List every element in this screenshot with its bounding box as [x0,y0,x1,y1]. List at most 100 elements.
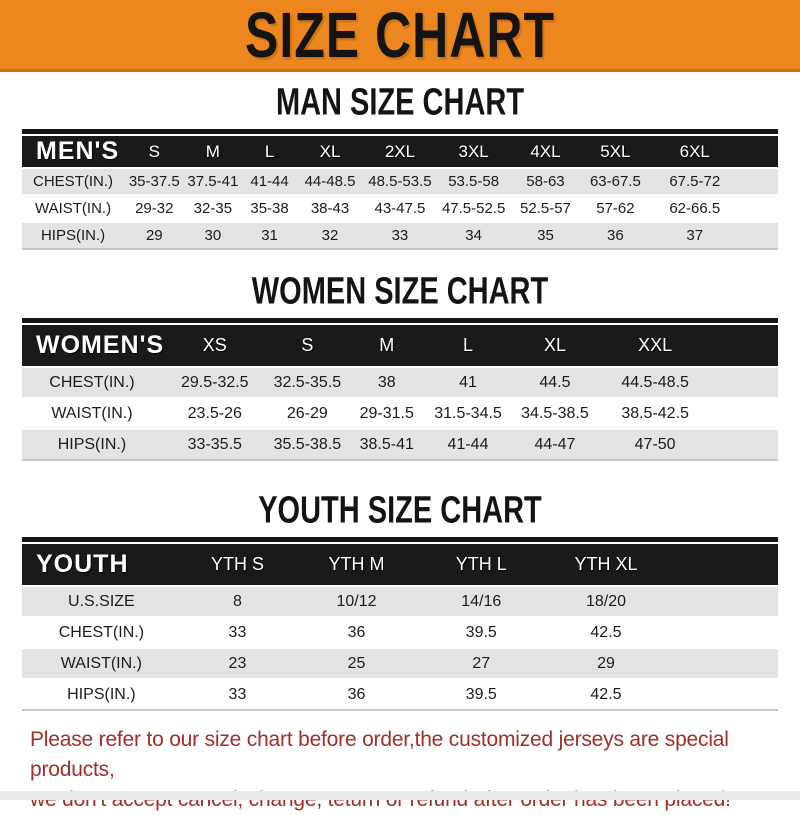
size-value-cell: 47-50 [600,428,710,459]
table-row: CHEST(IN.) 29.5-32.5 32.5-35.5 38 41 44.5 44.5… [22,366,778,397]
size-value-cell: 32 [297,221,363,248]
women-section-heading-text: WOMEN SIZE CHART [251,270,549,313]
size-value-cell: 8 [180,585,295,616]
women-size-table: WOMEN'S XS S M L XL XXL CHEST(IN.) 29.5-32.5 32.5… [22,318,778,461]
size-value-cell: 38.5-41 [347,428,427,459]
column-spacer [709,323,778,366]
men-section-heading-text: MAN SIZE CHART [275,81,525,124]
size-value-cell: 10/12 [294,585,419,616]
row-label: HIPS(IN.) [22,678,181,709]
cell-spacer [740,194,778,221]
column-header: YTH L [418,542,544,585]
size-value-cell: 35-37.5 [124,167,185,194]
size-value-cell: 14/16 [418,585,544,616]
cell-spacer [740,221,778,248]
header-row: YOUTH YTH S YTH M YTH L YTH XL [22,542,778,585]
size-value-cell: 38 [347,366,427,397]
size-value-cell: 30 [184,221,242,248]
size-value-cell: 41-44 [241,167,298,194]
size-value-cell: 41-44 [426,428,510,459]
size-value-cell: 58-63 [509,167,582,194]
size-value-cell: 23.5-26 [161,397,268,428]
size-value-cell: 53.5-58 [437,167,510,194]
column-header: 2XL [362,134,438,167]
disclaimer: Please refer to our size chart before or… [30,725,800,815]
size-value-cell: 32.5-35.5 [267,366,348,397]
column-header: L [241,134,298,167]
column-header: XXL [600,323,710,366]
column-header: M [184,134,242,167]
size-value-cell: 62-66.5 [649,194,741,221]
size-value-cell: 35 [509,221,582,248]
size-value-cell: 23 [180,647,295,678]
size-value-cell: 35.5-38.5 [267,428,348,459]
cell-spacer [709,366,778,397]
table-row: CHEST(IN.) 35-37.5 37.5-41 41-44 44-48.5 48.5… [22,167,778,194]
size-value-cell: 44.5 [509,366,601,397]
column-header: S [267,323,348,366]
table-row: WAIST(IN.) 29-32 32-35 35-38 38-43 43-47.5 47.… [22,194,778,221]
header-row: WOMEN'S XS S M L XL XXL [22,323,778,366]
cell-spacer [668,585,778,616]
size-value-cell: 36 [581,221,650,248]
size-value-cell: 33 [180,678,295,709]
size-value-cell: 57-62 [581,194,650,221]
table-corner-label: YOUTH [22,542,181,585]
size-value-cell: 39.5 [418,678,544,709]
size-chart-banner: SIZE CHART [0,0,800,72]
youth-section: YOUTH SIZE CHART YOUTH YTH S YTH M YTH L YTH… [0,490,800,711]
row-label: CHEST(IN.) [22,167,125,194]
youth-size-table: YOUTH YTH S YTH M YTH L YTH XL U.S.SIZE 8 10/12… [22,537,778,711]
size-value-cell: 25 [294,647,419,678]
row-label: WAIST(IN.) [22,397,162,428]
size-value-cell: 29 [124,221,185,248]
size-value-cell: 63-67.5 [581,167,650,194]
row-label: CHEST(IN.) [22,366,162,397]
size-value-cell: 47.5-52.5 [437,194,510,221]
table-row: CHEST(IN.) 33 36 39.5 42.5 [22,616,778,647]
size-value-cell: 34 [437,221,510,248]
table-row: HIPS(IN.) 33 36 39.5 42.5 [22,678,778,709]
column-spacer [668,542,778,585]
size-value-cell: 29-31.5 [347,397,427,428]
size-value-cell: 37.5-41 [184,167,242,194]
size-value-cell: 39.5 [418,616,544,647]
size-value-cell: 26-29 [267,397,348,428]
size-value-cell: 36 [294,678,419,709]
size-value-cell: 48.5-53.5 [362,167,438,194]
size-value-cell: 67.5-72 [649,167,741,194]
size-value-cell: 33-35.5 [161,428,268,459]
cell-spacer [668,647,778,678]
size-value-cell: 36 [294,616,419,647]
column-header: 3XL [437,134,510,167]
size-value-cell: 29-32 [124,194,185,221]
youth-section-heading-text: YOUTH SIZE CHART [258,489,542,532]
table-row: WAIST(IN.) 23.5-26 26-29 29-31.5 31.5-34.5 34… [22,397,778,428]
size-value-cell: 35-38 [241,194,298,221]
column-header: YTH M [294,542,419,585]
size-value-cell: 31.5-34.5 [426,397,510,428]
size-value-cell: 41 [426,366,510,397]
cell-spacer [709,428,778,459]
cell-spacer [668,616,778,647]
table-row: HIPS(IN.) 33-35.5 35.5-38.5 38.5-41 41-44 44-… [22,428,778,459]
column-header: 6XL [649,134,741,167]
size-value-cell: 29 [543,647,669,678]
size-value-cell: 44.5-48.5 [600,366,710,397]
women-section: WOMEN SIZE CHART WOMEN'S XS S M L XL XXL CHEST(… [0,271,800,461]
table-row: U.S.SIZE 8 10/12 14/16 18/20 [22,585,778,616]
banner-title: SIZE CHART [245,0,555,71]
column-header: M [347,323,427,366]
row-label: CHEST(IN.) [22,616,181,647]
size-value-cell: 33 [180,616,295,647]
size-value-cell: 34.5-38.5 [509,397,601,428]
women-section-heading: WOMEN SIZE CHART [0,271,800,313]
row-label: WAIST(IN.) [22,647,181,678]
row-label: WAIST(IN.) [22,194,125,221]
table-row: HIPS(IN.) 29 30 31 32 33 34 35 36 37 [22,221,778,248]
size-value-cell: 44-48.5 [297,167,363,194]
row-label: HIPS(IN.) [22,428,162,459]
column-spacer [740,134,778,167]
table-corner-label: MEN'S [22,134,125,167]
men-size-table: MEN'S S M L XL 2XL 3XL 4XL 5XL 6XL CHEST(IN.) 35-37… [22,129,778,250]
